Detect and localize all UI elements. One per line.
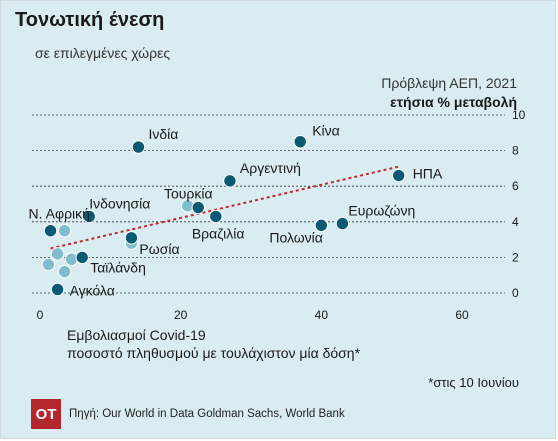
point-label: Κίνα bbox=[312, 123, 340, 139]
point-unlabeled bbox=[57, 264, 72, 279]
point-label: Ταϊλάνδη bbox=[90, 259, 146, 275]
chart-subtitle: σε επιλεγμένες χώρες bbox=[35, 45, 171, 61]
y-tick-label: 0 bbox=[512, 286, 519, 300]
point-Αγκόλα bbox=[50, 282, 65, 297]
point-Τουρκία bbox=[191, 200, 205, 215]
point-Πολωνία bbox=[314, 218, 329, 233]
x-tick-label: 60 bbox=[455, 308, 469, 322]
point-Βραζιλία bbox=[209, 209, 223, 224]
x-tick-label: 20 bbox=[174, 308, 188, 322]
y-tick-label: 2 bbox=[512, 250, 519, 264]
point-label: Αγκόλα bbox=[70, 282, 115, 298]
x-axis-title: Εμβολιασμοί Covid-19 bbox=[67, 327, 206, 343]
y-axis-title: Πρόβλεψη ΑΕΠ, 2021 bbox=[381, 75, 517, 91]
source-text: Πηγή: Our World in Data Goldman Sachs, W… bbox=[69, 408, 345, 420]
publisher-logo: OT bbox=[31, 399, 61, 429]
y-tick-label: 4 bbox=[512, 215, 519, 229]
point-Ρωσία bbox=[124, 231, 139, 245]
chart-title: Τονωτική ένεση bbox=[15, 9, 165, 31]
point-unlabeled bbox=[57, 224, 72, 238]
point-label: Ευρωζώνη bbox=[348, 203, 415, 219]
y-tick-label: 10 bbox=[512, 108, 526, 122]
point-Ταϊλάνδη bbox=[75, 250, 89, 265]
point-label: ΗΠΑ bbox=[413, 166, 443, 182]
y-axis-unit: ετήσια % μεταβολή bbox=[390, 94, 517, 110]
point-unlabeled bbox=[41, 257, 56, 272]
point-label: Βραζιλία bbox=[192, 225, 245, 241]
y-tick-label: 8 bbox=[512, 144, 519, 158]
point-label: Τουρκία bbox=[164, 186, 213, 202]
point-label: Ν. Αφρική bbox=[29, 206, 90, 222]
point-Κίνα bbox=[293, 135, 307, 149]
x-tick-label: 40 bbox=[315, 308, 329, 322]
point-ΗΠΑ bbox=[392, 168, 406, 183]
point-label: Αργεντινή bbox=[240, 160, 301, 176]
point-label: Ινδονησία bbox=[89, 195, 150, 211]
point-label: Ινδία bbox=[148, 126, 178, 142]
point-Ευρωζώνη bbox=[335, 216, 350, 231]
x-tick-label: 0 bbox=[37, 308, 44, 322]
footnote: *στις 10 Ιουνίου bbox=[428, 375, 519, 390]
point-unlabeled bbox=[50, 247, 65, 261]
point-Ινδία bbox=[131, 140, 146, 154]
point-Ν. Αφρική bbox=[43, 224, 58, 238]
y-tick-label: 6 bbox=[512, 179, 519, 193]
point-label: Πολωνία bbox=[269, 229, 323, 245]
point-Ινδονησία bbox=[82, 209, 96, 224]
point-label: Ρωσία bbox=[139, 241, 179, 257]
x-axis-unit: ποσοστό πληθυσμού με τουλάχιστον μία δόσ… bbox=[67, 345, 361, 361]
point-Αργεντινή bbox=[223, 174, 237, 188]
